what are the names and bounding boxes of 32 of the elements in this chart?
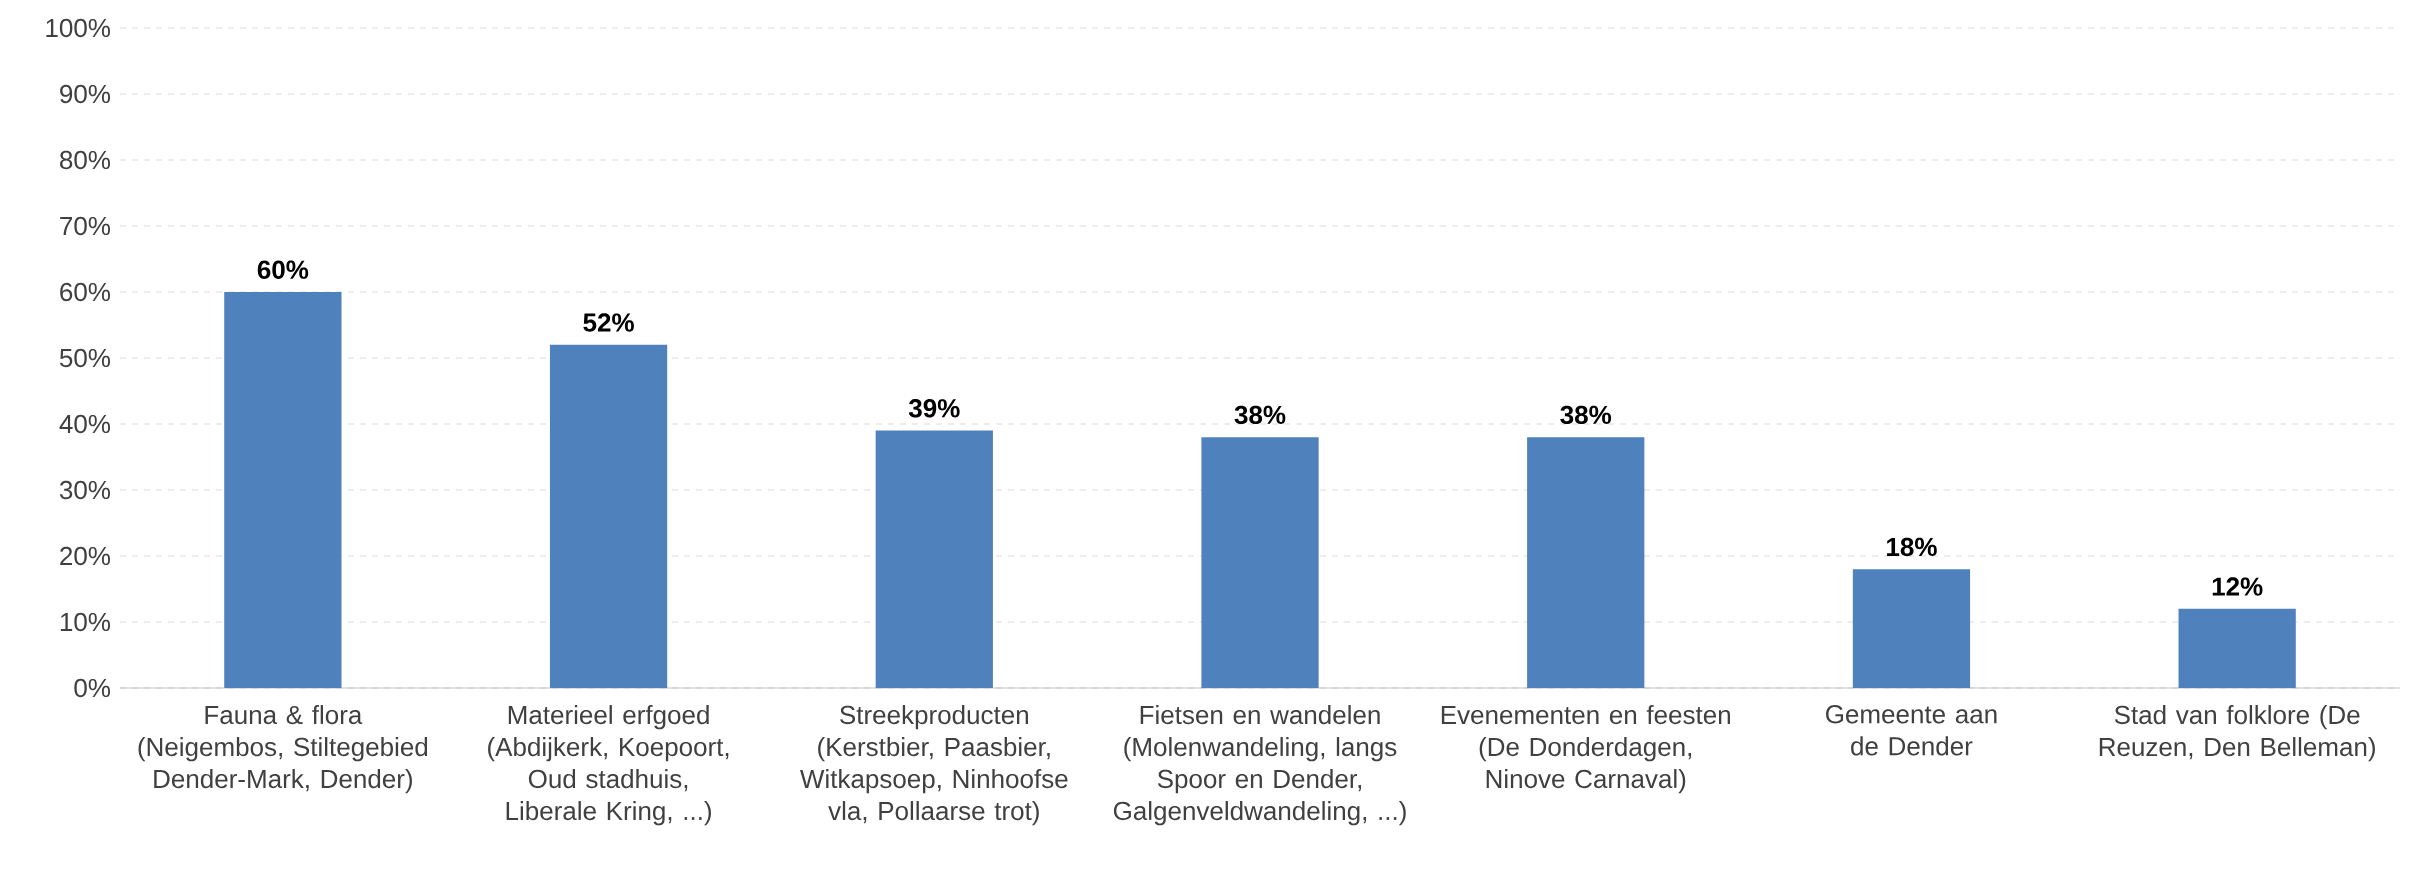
y-tick-label: 70% xyxy=(60,216,111,236)
y-tick-label: 10% xyxy=(60,612,111,632)
y-tick-label: 40% xyxy=(59,414,111,434)
data-label: 38% xyxy=(1234,405,1286,425)
bar xyxy=(549,344,668,688)
y-tick-label: 60% xyxy=(60,282,111,302)
y-tick-label: 80% xyxy=(60,150,111,170)
bar xyxy=(1527,437,1645,688)
y-tick-label: 0% xyxy=(74,678,111,698)
data-label: 38% xyxy=(1560,405,1612,425)
bar xyxy=(2178,608,2296,688)
data-label: 39% xyxy=(908,399,960,418)
x-tick-label: Streekproducten (Kerstbier, Paasbier, Witkapsoep, Ninhoofse vla, Pollaarse trot) xyxy=(800,705,1068,826)
y-tick-label: 30% xyxy=(59,480,111,500)
x-tick-label: Stad van folklore (De Reuzen, Den Belleman) xyxy=(2099,705,2375,762)
data-label: 18% xyxy=(1887,537,1937,557)
x-tick-label: Fauna & flora (Neigembos, Stiltegebied Dender-Mark, Dender) xyxy=(138,705,428,794)
x-tick-label: Gemeente aan de Dender xyxy=(1826,705,1997,756)
x-tick-label: Fietsen en wandelen (Molenwandeling, langs Spoor en Dender, Galgenveldwandeling, ...) xyxy=(1113,705,1406,826)
x-tick-label: Evenementen en feesten (De Donderdagen, Ninove Carnaval) xyxy=(1441,705,1730,794)
bar xyxy=(875,430,993,688)
bar xyxy=(1201,437,1319,688)
y-tick-label: 20% xyxy=(60,546,111,566)
y-tick-label: 50% xyxy=(59,348,111,368)
bar xyxy=(1852,569,1971,688)
y-tick-label: 90% xyxy=(60,84,111,104)
y-tick-label: 100% xyxy=(46,18,111,38)
bar xyxy=(224,292,342,688)
data-label: 52% xyxy=(583,313,634,332)
data-label: 12% xyxy=(2212,577,2263,596)
x-tick-label: Materieel erfgoed (Abdijkerk, Koepoort, Oud stadhuis, Liberale Kring, ...) xyxy=(488,705,729,826)
data-label: 60% xyxy=(257,260,309,279)
